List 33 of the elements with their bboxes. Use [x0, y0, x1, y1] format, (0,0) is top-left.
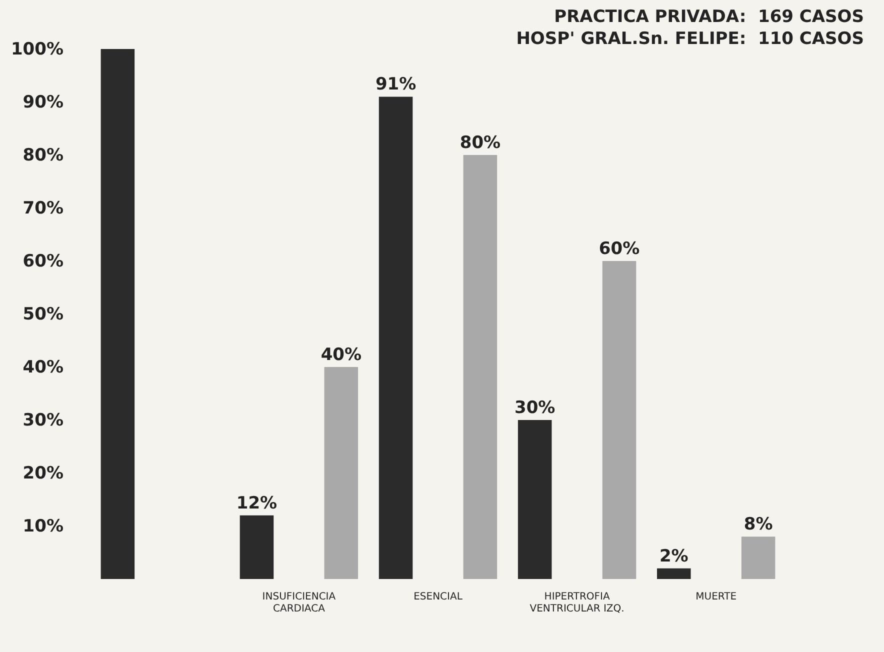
bar	[657, 568, 691, 579]
data-label: 30%	[514, 398, 556, 418]
data-label: 8%	[744, 514, 773, 535]
y-tick-label: 10%	[22, 516, 64, 536]
data-label: 60%	[598, 239, 640, 259]
x-tick-label: HIPERTROFIA VENTRICULAR IZQ.	[530, 592, 624, 614]
data-label: 91%	[375, 74, 416, 95]
x-tick-label: MUERTE	[696, 592, 737, 602]
data-label: 2%	[659, 546, 688, 566]
bar	[378, 96, 413, 579]
bar	[240, 515, 274, 579]
y-tick-label: 30%	[22, 410, 64, 430]
y-tick-label: 50%	[22, 304, 64, 324]
bar	[100, 49, 135, 579]
data-label: 40%	[320, 345, 362, 365]
bar	[518, 420, 552, 579]
y-tick-label: 100%	[10, 40, 64, 60]
y-tick-label: 60%	[22, 252, 64, 272]
x-tick-label: ESENCIAL	[414, 592, 463, 602]
bar	[463, 155, 498, 579]
x-tick-label: INSUFICIENCIA CARDIACA	[262, 592, 336, 614]
y-tick-label: 80%	[22, 146, 64, 166]
y-tick-label: 90%	[22, 92, 64, 112]
data-label: 80%	[460, 133, 501, 153]
text: HOSP' GRAL.Sn. FELIPE: 110 CASOS	[516, 28, 864, 50]
data-label: 12%	[236, 493, 278, 514]
bar	[324, 367, 358, 579]
y-tick-label: 40%	[22, 358, 64, 378]
bar	[602, 261, 636, 579]
text: PRACTICA PRIVADA: 169 CASOS	[553, 6, 864, 28]
y-tick-label: 70%	[22, 198, 64, 218]
y-tick-label: 20%	[22, 464, 64, 484]
bar	[741, 536, 776, 579]
